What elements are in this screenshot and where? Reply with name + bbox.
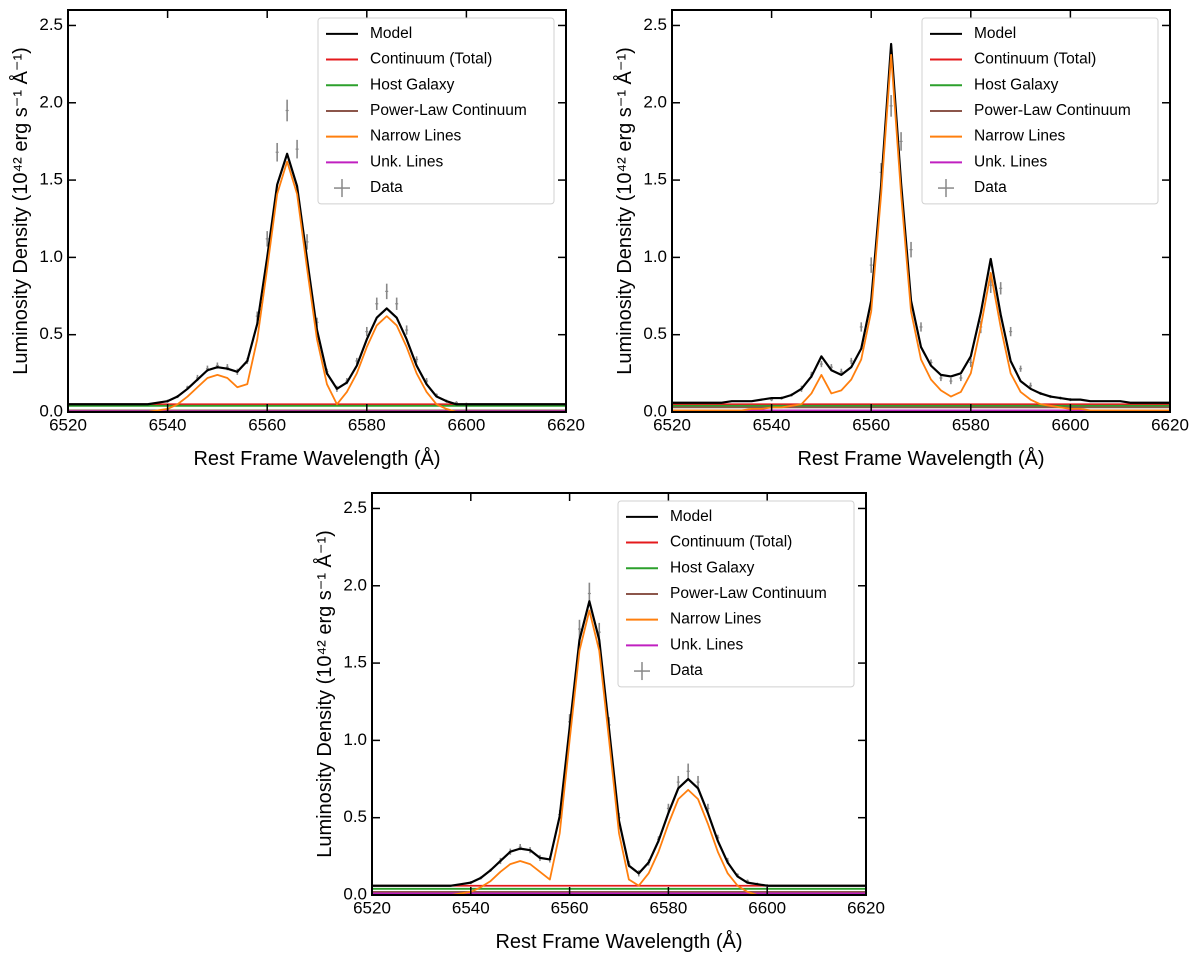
legend-label: Host Galaxy xyxy=(974,76,1059,93)
x-tick-label: 6560 xyxy=(551,898,589,917)
y-tick-label: 2.0 xyxy=(643,92,667,111)
y-tick-label: 1.0 xyxy=(343,730,367,749)
x-tick-label: 6540 xyxy=(452,898,490,917)
y-tick-label: 2.0 xyxy=(343,575,367,594)
y-tick-label: 2.0 xyxy=(39,92,63,111)
y-tick-label: 0.0 xyxy=(39,401,63,420)
y-tick-label: 1.0 xyxy=(39,247,63,266)
x-tick-label: 6620 xyxy=(847,898,885,917)
y-tick-label: 0.5 xyxy=(643,324,667,343)
x-tick-label: 6580 xyxy=(649,898,687,917)
legend-label: Model xyxy=(974,25,1016,42)
x-tick-label: 6600 xyxy=(748,898,786,917)
x-tick-label: 6560 xyxy=(852,415,890,434)
x-axis-label: Rest Frame Wavelength (Å) xyxy=(797,447,1044,470)
x-axis-label: Rest Frame Wavelength (Å) xyxy=(495,930,742,953)
x-tick-label: 6560 xyxy=(248,415,286,434)
y-tick-label: 2.5 xyxy=(39,15,63,34)
legend-label: Narrow Lines xyxy=(974,128,1066,145)
y-tick-label: 0.0 xyxy=(643,401,667,420)
x-tick-label: 6580 xyxy=(952,415,990,434)
legend-box xyxy=(921,17,1159,205)
legend-label: Continuum (Total) xyxy=(370,51,492,68)
legend-box xyxy=(617,500,855,688)
y-tick-label: 2.5 xyxy=(643,15,667,34)
y-tick-label: 1.5 xyxy=(343,653,367,672)
x-tick-label: 6540 xyxy=(149,415,187,434)
legend-label: Power-Law Continuum xyxy=(974,102,1131,119)
legend-label: Power-Law Continuum xyxy=(370,102,527,119)
y-tick-label: 1.5 xyxy=(643,170,667,189)
legend-label: Data xyxy=(670,662,703,679)
legend-label: Narrow Lines xyxy=(370,128,462,145)
legend-label: Unk. Lines xyxy=(370,153,443,170)
x-axis-label: Rest Frame Wavelength (Å) xyxy=(193,447,440,470)
series-line xyxy=(68,152,566,406)
y-tick-label: 2.5 xyxy=(343,498,367,517)
x-tick-label: 6620 xyxy=(1151,415,1189,434)
legend-label: Host Galaxy xyxy=(370,76,455,93)
y-tick-label: 0.5 xyxy=(39,324,63,343)
x-tick-label: 6620 xyxy=(547,415,585,434)
x-tick-label: 6520 xyxy=(353,898,391,917)
legend-label: Data xyxy=(370,179,403,196)
series-line xyxy=(672,53,1170,412)
series-line xyxy=(672,42,1170,404)
y-axis-label: Luminosity Density (10⁴² erg s⁻¹ Å⁻¹) xyxy=(613,47,636,375)
legend-label: Continuum (Total) xyxy=(974,51,1096,68)
y-axis-label: Luminosity Density (10⁴² erg s⁻¹ Å⁻¹) xyxy=(9,47,32,375)
plot-frame xyxy=(671,9,1171,413)
x-tick-label: 6520 xyxy=(653,415,691,434)
x-tick-label: 6520 xyxy=(49,415,87,434)
legend-label: Model xyxy=(670,508,712,525)
legend-label: Unk. Lines xyxy=(974,153,1047,170)
y-axis-label: Luminosity Density (10⁴² erg s⁻¹ Å⁻¹) xyxy=(313,530,336,858)
y-tick-label: 1.5 xyxy=(39,170,63,189)
legend-label: Host Galaxy xyxy=(670,559,755,576)
y-tick-label: 0.0 xyxy=(343,884,367,903)
x-tick-label: 6600 xyxy=(1051,415,1089,434)
legend-label: Model xyxy=(370,25,412,42)
legend-box xyxy=(317,17,555,205)
series-line xyxy=(372,600,866,887)
legend-label: Narrow Lines xyxy=(670,611,762,628)
y-tick-label: 0.5 xyxy=(343,807,367,826)
x-tick-label: 6600 xyxy=(447,415,485,434)
legend-label: Power-Law Continuum xyxy=(670,585,827,602)
x-tick-label: 6580 xyxy=(348,415,386,434)
plot-area xyxy=(672,42,1170,412)
legend-label: Continuum (Total) xyxy=(670,534,792,551)
legend-label: Unk. Lines xyxy=(670,636,743,653)
x-tick-label: 6540 xyxy=(753,415,791,434)
plot-frame xyxy=(371,492,867,896)
plot-frame xyxy=(67,9,567,413)
y-tick-label: 1.0 xyxy=(643,247,667,266)
legend-label: Data xyxy=(974,179,1007,196)
